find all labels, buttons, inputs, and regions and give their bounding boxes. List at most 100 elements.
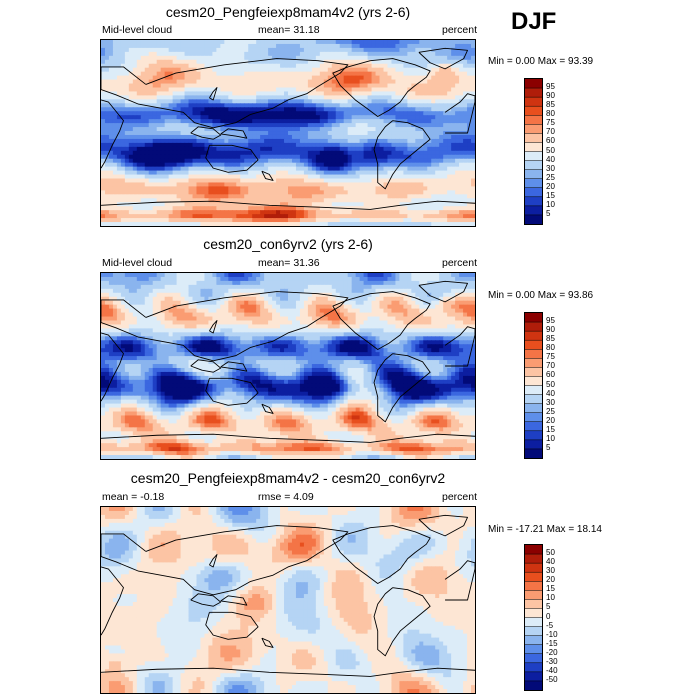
field-cell (144, 119, 150, 124)
field-cell (224, 91, 229, 96)
field-cell (184, 138, 190, 144)
field-cell (248, 63, 253, 69)
field-cell (427, 123, 432, 128)
field-cell (188, 119, 194, 124)
field-cell (371, 67, 377, 73)
field-cell (192, 276, 198, 282)
field-cell (359, 99, 365, 104)
field-cell (463, 123, 468, 128)
field-cell (411, 119, 416, 124)
field-cell (252, 103, 257, 108)
field-cell (331, 83, 337, 89)
field-cell (379, 142, 385, 148)
field-cell (467, 40, 472, 45)
field-cell (471, 43, 475, 49)
field-cell (160, 158, 166, 164)
field-cell (208, 131, 214, 136)
field-cell (411, 190, 416, 195)
field-cell (212, 202, 217, 207)
field-cell (152, 79, 158, 85)
field-cell (188, 51, 194, 57)
field-cell (311, 83, 317, 89)
field-cell (228, 174, 233, 180)
field-cell (176, 43, 182, 49)
field-cell (152, 190, 158, 195)
field-cell (224, 111, 229, 116)
field-cell (359, 154, 365, 160)
field-cell (200, 131, 206, 136)
field-cell (236, 115, 241, 120)
field-cell (168, 182, 174, 188)
field-cell (152, 166, 158, 172)
field-cell (383, 127, 389, 132)
field-cell (196, 111, 202, 116)
field-cell (112, 174, 118, 180)
field-cell (176, 280, 182, 286)
field-cell (196, 63, 202, 69)
field-cell (339, 91, 345, 96)
field-cell (140, 210, 146, 215)
field-cell (467, 127, 472, 132)
field-cell (387, 95, 393, 100)
field-cell (431, 51, 436, 57)
field-cell (256, 123, 261, 128)
field-cell (351, 284, 357, 290)
field-cell (367, 214, 373, 219)
field-cell (152, 40, 158, 45)
field-cell (471, 206, 475, 211)
field-cell (164, 83, 170, 89)
field-cell (323, 276, 329, 282)
field-cell (455, 119, 460, 124)
field-cell (260, 40, 265, 45)
field-cell (439, 284, 444, 290)
field-cell (331, 119, 337, 124)
field-cell (136, 154, 142, 160)
field-cell (299, 71, 305, 77)
field-cell (228, 43, 233, 49)
field-cell (276, 134, 281, 140)
field-cell (104, 202, 110, 207)
field-cell (124, 83, 130, 89)
field-cell (359, 103, 365, 108)
field-cell (367, 280, 373, 286)
field-cell (200, 83, 206, 89)
field-cell (331, 91, 337, 96)
field-cell (188, 142, 194, 148)
field-cell (351, 107, 357, 112)
field-cell (140, 119, 146, 124)
field-cell (431, 206, 436, 211)
field-cell (256, 158, 261, 164)
field-cell (196, 150, 202, 156)
field-cell (101, 107, 106, 112)
field-cell (375, 95, 381, 100)
field-cell (112, 87, 118, 93)
field-cell (423, 138, 428, 144)
field-cell (299, 91, 305, 96)
colorbar-tick-label: 25 (546, 172, 555, 182)
field-cell (359, 87, 365, 93)
field-cell (343, 166, 349, 172)
field-cell (443, 142, 448, 148)
field-cell (323, 190, 329, 195)
field-cell (351, 178, 357, 184)
colorbar-swatch (525, 115, 542, 125)
field-cell (220, 186, 225, 191)
field-cell (303, 166, 309, 172)
field-cell (108, 95, 114, 100)
field-cell (192, 119, 198, 124)
field-cell (101, 131, 106, 136)
field-cell (299, 276, 305, 282)
field-cell (204, 111, 210, 116)
field-cell (248, 55, 253, 61)
field-cell (463, 288, 468, 294)
field-cell (244, 158, 249, 164)
field-cell (403, 40, 408, 45)
field-cell (240, 202, 245, 207)
field-cell (471, 103, 475, 108)
field-cell (343, 170, 349, 176)
field-cell (192, 150, 198, 156)
field-cell (252, 190, 257, 195)
field-cell (323, 91, 329, 96)
field-cell (463, 182, 468, 188)
field-cell (224, 67, 229, 73)
